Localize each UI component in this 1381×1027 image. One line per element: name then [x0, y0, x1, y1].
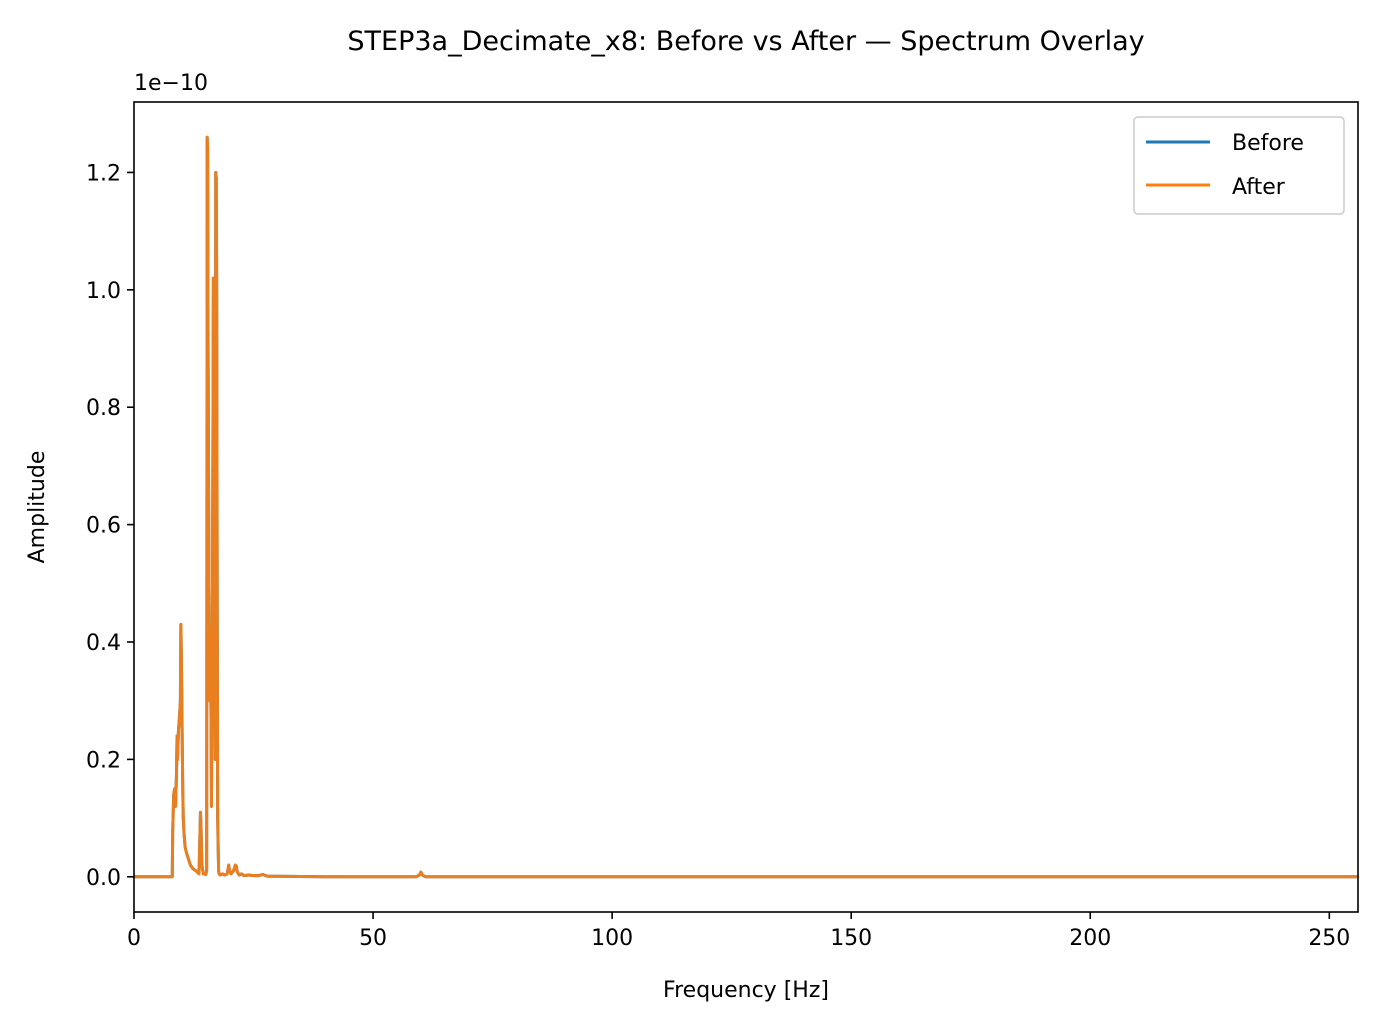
chart-title: STEP3a_Decimate_x8: Before vs After — Sp… [347, 26, 1144, 57]
legend-label-before: Before [1232, 131, 1304, 156]
y-offset-label: 1e−10 [134, 71, 208, 96]
legend-label-after: After [1232, 175, 1286, 200]
y-tick-label: 0.6 [86, 514, 121, 539]
x-tick-label: 0 [127, 926, 141, 951]
y-tick-label: 0.4 [86, 631, 121, 656]
plot-area [134, 102, 1358, 912]
y-tick-label: 1.2 [86, 161, 121, 186]
x-axis-label: Frequency [Hz] [663, 978, 829, 1003]
series-line-after [134, 135, 1358, 879]
x-axis: 0 50 100 150 200 250 [127, 912, 1350, 951]
x-tick-label: 100 [591, 926, 633, 951]
y-tick-label: 1.0 [86, 279, 121, 304]
y-tick-label: 0.0 [86, 866, 121, 891]
y-axis: 0.0 0.2 0.4 0.6 0.8 1.0 1.2 [86, 161, 134, 891]
x-tick-label: 250 [1308, 926, 1350, 951]
plot-frame [133, 101, 1359, 913]
x-tick-label: 200 [1069, 926, 1111, 951]
y-tick-label: 0.2 [86, 748, 121, 773]
y-axis-label: Amplitude [25, 451, 50, 564]
series-layer [134, 135, 1358, 879]
legend: Before After [1133, 116, 1345, 215]
x-tick-label: 150 [830, 926, 872, 951]
x-tick-label: 50 [359, 926, 387, 951]
y-tick-label: 0.8 [86, 396, 121, 421]
